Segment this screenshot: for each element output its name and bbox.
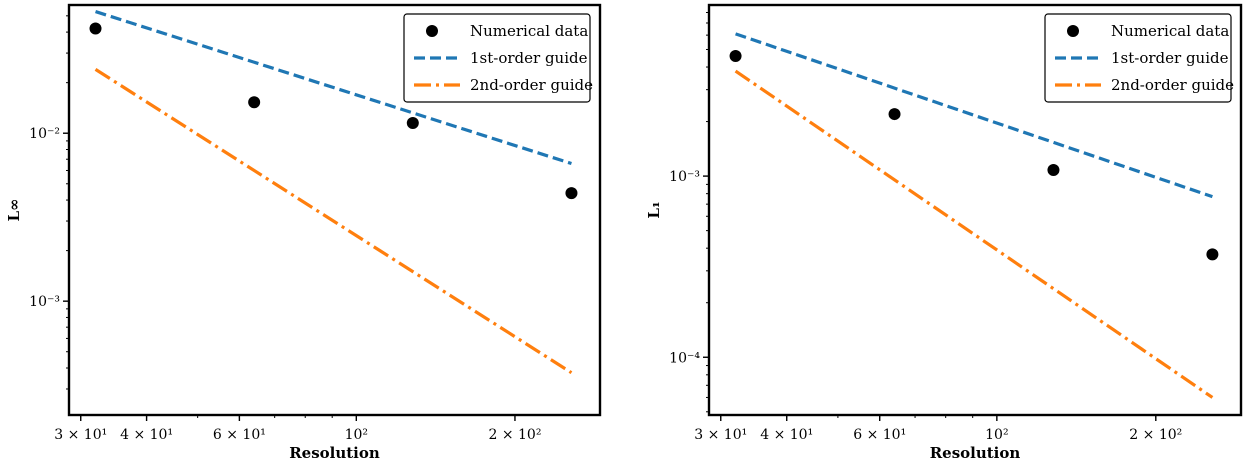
y-tick-label: 10⁻³ — [29, 294, 60, 310]
x-tick-label: 3 × 10¹ — [54, 427, 107, 443]
x-tick-label: 4 × 10¹ — [760, 427, 813, 443]
legend-label: Numerical data — [470, 22, 588, 40]
series-line-3 — [734, 69, 1214, 399]
x-axis-label: Resolution — [289, 444, 380, 462]
legend-box — [1044, 13, 1232, 103]
data-point — [1047, 164, 1060, 177]
legend: Numerical data 1st-order guide 2nd-order g… — [1044, 13, 1234, 103]
legend-label: 1st-order guide — [1111, 49, 1229, 67]
legend-label: 2nd-order guide — [1111, 76, 1234, 94]
y-tick-label: 10⁻⁴ — [669, 350, 700, 366]
y-tick-label: 10⁻² — [29, 126, 60, 142]
data-point — [248, 96, 261, 109]
data-point — [406, 117, 419, 130]
legend-box — [403, 13, 591, 103]
legend-marker-swatch — [1067, 25, 1079, 37]
x-tick-label: 2 × 10² — [488, 427, 541, 443]
data-point — [729, 50, 742, 63]
plot-frame — [67, 3, 602, 417]
series-line-2 — [95, 10, 572, 166]
legend-label: 2nd-order guide — [470, 76, 593, 94]
chart-panel-1: 3 × 10¹ 4 × 10¹ 6 × 10¹ 10² 2 × 10² 10⁻³ 10⁻² R… — [5, 3, 602, 462]
data-point — [89, 22, 102, 35]
x-tick-label: 6 × 10¹ — [853, 427, 906, 443]
y-tick-label: 10⁻³ — [669, 169, 700, 185]
x-tick-label: 3 × 10¹ — [694, 427, 747, 443]
legend-label: 1st-order guide — [470, 49, 588, 67]
legend-label: Numerical data — [1111, 22, 1229, 40]
series-line-2 — [735, 32, 1213, 199]
y-axis-label: L∞ — [5, 198, 23, 221]
data-point — [888, 108, 901, 121]
chart-panel-2: 3 × 10¹ 4 × 10¹ 6 × 10¹ 10² 2 × 10² 10⁻⁴ 10⁻³ R… — [645, 3, 1243, 462]
x-axis-label: Resolution — [930, 444, 1021, 462]
x-tick-label: 10² — [985, 427, 1008, 443]
data-point — [565, 187, 578, 200]
x-tick-label: 2 × 10² — [1129, 427, 1182, 443]
legend-marker-swatch — [426, 25, 438, 37]
y-axis-label: L₁ — [645, 201, 663, 218]
plot-frame — [707, 3, 1243, 417]
legend: Numerical data 1st-order guide 2nd-order g… — [403, 13, 593, 103]
data-point — [1206, 248, 1219, 261]
x-tick-label: 6 × 10¹ — [213, 427, 266, 443]
x-tick-label: 10² — [345, 427, 368, 443]
x-tick-label: 4 × 10¹ — [120, 427, 173, 443]
series-line-3 — [94, 68, 573, 375]
